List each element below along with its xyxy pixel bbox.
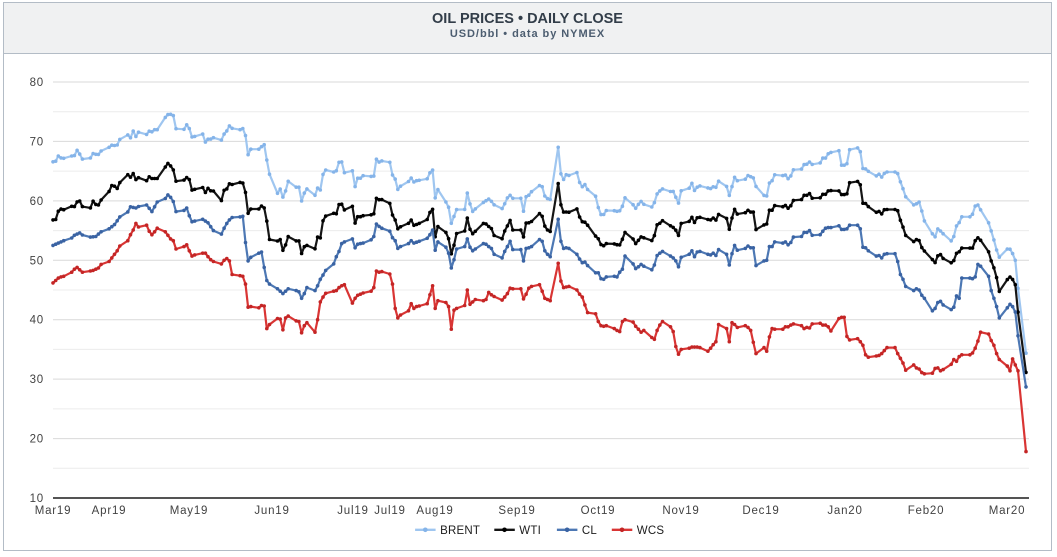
svg-text:70: 70 [30, 136, 44, 148]
svg-text:Mar20: Mar20 [989, 505, 1026, 517]
svg-text:Apr19: Apr19 [92, 505, 127, 517]
svg-text:Dec19: Dec19 [742, 505, 779, 517]
svg-text:10: 10 [30, 493, 44, 505]
svg-text:WCS: WCS [637, 525, 665, 537]
svg-text:40: 40 [30, 315, 44, 327]
svg-text:Feb20: Feb20 [908, 505, 945, 517]
svg-text:CL: CL [582, 525, 598, 537]
svg-text:Mar19: Mar19 [35, 505, 72, 517]
svg-text:May19: May19 [170, 505, 209, 517]
svg-text:Oct19: Oct19 [581, 505, 616, 517]
svg-text:50: 50 [30, 255, 44, 267]
svg-text:Nov19: Nov19 [662, 505, 699, 517]
svg-text:Sep19: Sep19 [498, 505, 535, 517]
svg-text:30: 30 [30, 374, 44, 386]
svg-text:WTI: WTI [519, 525, 541, 537]
svg-text:Jun19: Jun19 [254, 505, 289, 517]
svg-text:Jul19: Jul19 [374, 505, 406, 517]
svg-text:Jul19: Jul19 [337, 505, 369, 517]
svg-text:80: 80 [30, 77, 44, 89]
svg-text:BRENT: BRENT [440, 525, 480, 537]
svg-text:Jan20: Jan20 [827, 505, 862, 517]
svg-text:20: 20 [30, 434, 44, 446]
svg-text:Aug19: Aug19 [416, 505, 453, 517]
svg-text:60: 60 [30, 196, 44, 208]
